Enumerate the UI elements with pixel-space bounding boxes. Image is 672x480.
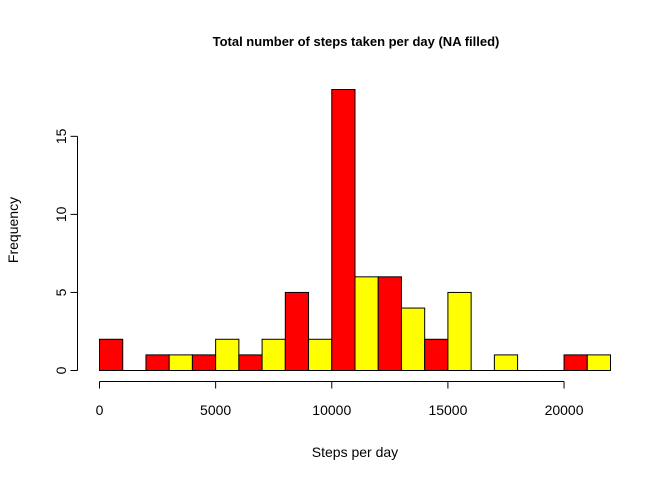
histogram-bar	[284, 291, 310, 372]
histogram-bar	[331, 89, 356, 371]
histogram-bar	[377, 276, 402, 372]
y-tick-label: 5	[53, 288, 69, 296]
histogram-bar	[308, 338, 333, 371]
histogram-bar	[586, 354, 611, 371]
histogram-bar	[168, 354, 193, 371]
histogram-bar	[191, 354, 217, 371]
x-axis-label: Steps per day	[312, 444, 398, 460]
histogram-bar	[145, 354, 170, 371]
y-axis: 0 5 10 15	[53, 128, 78, 374]
x-axis: 0 5000 10000 15000 20000	[96, 381, 584, 418]
histogram-bar	[238, 354, 263, 371]
histogram-bar	[99, 338, 124, 371]
histogram-bar	[447, 291, 472, 372]
histogram-bar	[261, 338, 286, 371]
x-tick-label: 10000	[312, 402, 351, 418]
histogram-bar	[563, 354, 588, 371]
bars-group	[99, 89, 611, 372]
histogram-bar	[493, 354, 519, 371]
histogram-bar	[424, 338, 449, 371]
histogram-bar	[400, 307, 426, 371]
y-tick-label: 10	[53, 206, 69, 222]
y-axis-label: Frequency	[5, 197, 21, 263]
x-tick-label: 20000	[545, 402, 584, 418]
x-tick-label: 15000	[428, 402, 467, 418]
x-tick-label: 5000	[200, 402, 231, 418]
chart-title: Total number of steps taken per day (NA …	[213, 34, 500, 49]
y-tick-label: 0	[53, 366, 69, 374]
y-tick-label: 15	[53, 128, 69, 144]
x-tick-label: 0	[96, 402, 104, 418]
histogram-bar	[215, 338, 240, 371]
histogram-bar	[354, 276, 379, 372]
